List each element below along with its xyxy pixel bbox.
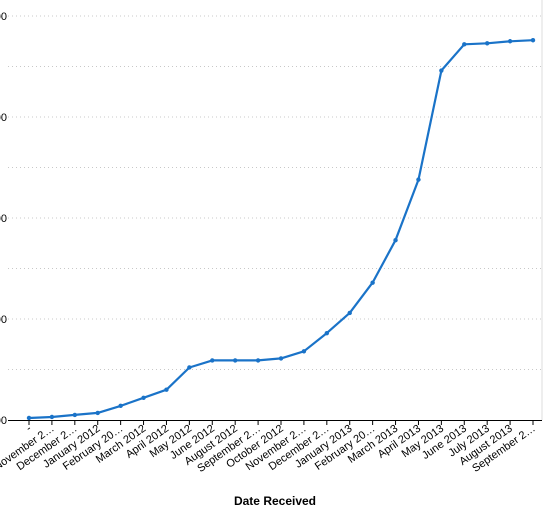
data-point[interactable]: [347, 310, 352, 316]
y-tick-label: 00: [0, 213, 7, 225]
x-tick-label: -: [24, 422, 34, 434]
axis-layer: [8, 0, 543, 425]
data-point[interactable]: [255, 358, 261, 363]
x-axis-title: Date Received: [234, 494, 316, 508]
data-point[interactable]: [484, 41, 490, 46]
data-point[interactable]: [232, 358, 238, 363]
data-point[interactable]: [187, 365, 192, 370]
data-point[interactable]: [164, 387, 169, 392]
data-point[interactable]: [507, 39, 513, 44]
data-point[interactable]: [278, 356, 284, 361]
data-point[interactable]: [530, 38, 536, 43]
data-point[interactable]: [393, 238, 398, 243]
data-point[interactable]: [141, 395, 146, 400]
y-tick-label: 00: [0, 112, 7, 124]
data-point[interactable]: [95, 410, 100, 416]
data-point[interactable]: [210, 358, 215, 363]
data-point[interactable]: [26, 415, 32, 421]
data-point[interactable]: [439, 68, 444, 73]
y-tick-label: 00: [0, 415, 7, 427]
y-tick-label: 00: [0, 314, 7, 326]
data-point[interactable]: [462, 42, 467, 47]
label-layer: 0000000000-November 2…December 2…January…: [0, 11, 538, 475]
grid-layer: [8, 15, 542, 370]
data-point[interactable]: [49, 414, 55, 420]
series-layer: [26, 38, 536, 421]
data-point[interactable]: [301, 349, 307, 354]
series-line: [27, 39, 535, 420]
data-point[interactable]: [416, 177, 421, 182]
y-tick-label: 00: [0, 11, 7, 23]
data-point[interactable]: [72, 412, 78, 418]
data-point[interactable]: [324, 330, 330, 336]
data-point[interactable]: [118, 403, 123, 409]
data-point[interactable]: [370, 280, 375, 285]
